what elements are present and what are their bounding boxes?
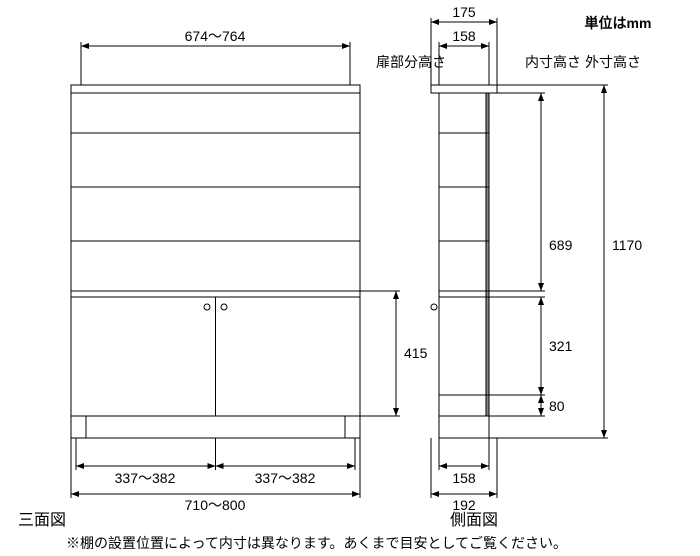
arrow-icon — [538, 408, 544, 416]
dim-side-80: 80 — [549, 398, 565, 414]
dim-top-inner-width: 674～764 — [185, 28, 246, 44]
arrow-icon — [538, 93, 544, 101]
side-bot-158-dim: 158 — [439, 438, 489, 486]
arrow-icon — [393, 408, 399, 416]
arrow-icon — [538, 387, 544, 395]
dim-side-321: 321 — [549, 338, 573, 354]
dim-side-689: 689 — [549, 237, 573, 253]
side-321-dim: 321 — [489, 297, 573, 395]
side-top-cap — [431, 85, 497, 93]
side-view — [431, 85, 497, 438]
door-height-label: 扉部分高さ — [376, 54, 446, 70]
side-plinth — [439, 416, 489, 438]
arrow-icon — [538, 283, 544, 291]
arrow-icon — [216, 463, 224, 469]
unit-label: 単位はmm — [585, 15, 652, 31]
side-top-dim-158: 158 — [439, 28, 489, 85]
arrow-icon — [439, 463, 447, 469]
front-view — [71, 85, 360, 438]
dim-right-door: 337～382 — [255, 470, 316, 486]
arrow-icon — [489, 491, 497, 497]
dim-side-1170: 1170 — [612, 237, 642, 253]
side-80-dim: 80 — [489, 395, 565, 416]
dim-door-height: 415 — [404, 345, 428, 361]
arrow-icon — [76, 463, 84, 469]
arrow-icon — [439, 43, 447, 49]
dim-total-width: 710～800 — [185, 497, 246, 513]
diagram-canvas: 単位はmm 扉部分高さ 内寸高さ 外寸高さ 674～764 415 — [0, 0, 700, 556]
arrow-icon — [352, 491, 360, 497]
arrow-icon — [601, 85, 607, 93]
note-text: ※棚の設置位置によって内寸は異なります。あくまで目安としてご覧ください。 — [66, 535, 567, 551]
side-back-panel — [486, 93, 489, 416]
dim-side-bot-192: 192 — [452, 497, 476, 513]
dim-side-158-top: 158 — [452, 28, 476, 44]
arrow-icon — [347, 463, 355, 469]
arrow-icon — [81, 43, 89, 49]
arrow-icon — [538, 395, 544, 403]
arrow-icon — [393, 291, 399, 299]
arrow-icon — [601, 430, 607, 438]
arrow-icon — [481, 43, 489, 49]
door-width-dims: 337～382 337～382 — [76, 438, 355, 486]
dim-side-bot-158: 158 — [452, 470, 476, 486]
dim-side-175: 175 — [452, 4, 476, 20]
arrow-icon — [208, 463, 216, 469]
arrow-icon — [489, 19, 497, 25]
arrow-icon — [342, 43, 350, 49]
arrow-icon — [538, 297, 544, 305]
arrow-icon — [431, 19, 439, 25]
arrow-icon — [431, 491, 439, 497]
side-knob — [431, 304, 437, 310]
front-top-dim: 674～764 — [81, 28, 350, 85]
front-plinth — [71, 416, 360, 438]
front-view-label: 三面図 — [18, 512, 66, 529]
side-body — [439, 93, 489, 416]
dim-left-door: 337～382 — [115, 470, 176, 486]
side-top-dim-175: 175 — [431, 4, 497, 85]
outer-height-label: 外寸高さ — [585, 54, 641, 70]
side-1170-dim: 1170 — [489, 85, 642, 438]
side-view-label: 側面図 — [450, 511, 498, 529]
arrow-icon — [481, 463, 489, 469]
arrow-icon — [71, 491, 79, 497]
door-height-dim: 415 — [360, 291, 428, 416]
inner-height-label: 内寸高さ — [525, 54, 581, 70]
side-689-dim: 689 — [489, 93, 573, 291]
